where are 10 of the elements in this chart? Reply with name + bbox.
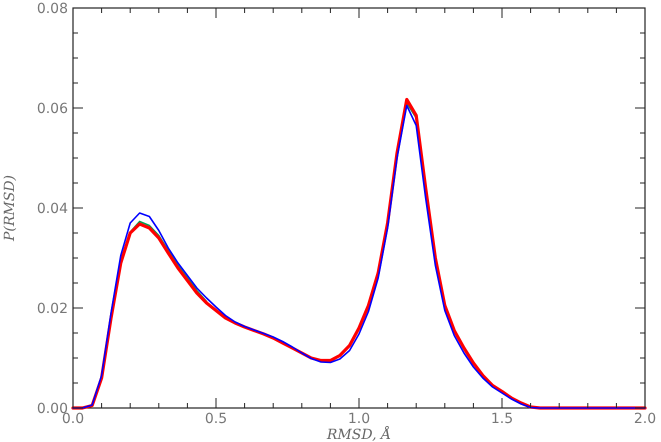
y-axis-title: P(RMSD): [2, 174, 18, 242]
y-tick-label: 0.04: [36, 201, 68, 217]
x-tick-label: 2.0: [634, 411, 656, 427]
x-axis-title: RMSD, Å: [326, 426, 392, 442]
y-tick-label: 0.08: [36, 1, 68, 17]
x-tick-label: 1.0: [348, 411, 370, 427]
y-tick-label: 0.02: [36, 301, 68, 317]
x-tick-label: 1.5: [490, 411, 514, 427]
x-tick-label: 0.5: [204, 411, 228, 427]
y-tick-label: 0.06: [36, 101, 68, 117]
